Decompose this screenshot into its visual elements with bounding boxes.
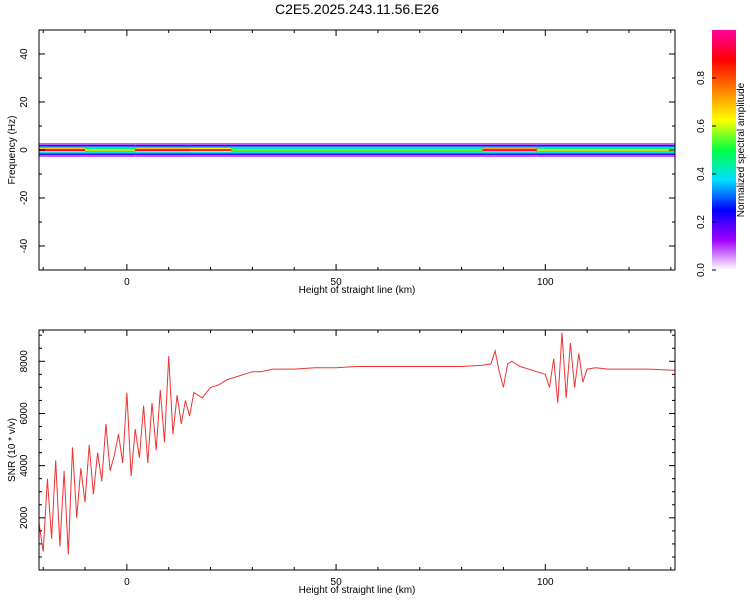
spectrogram-xtick-label: 50 bbox=[331, 277, 343, 288]
snr-x-label: Height of straight line (km) bbox=[299, 585, 416, 596]
spectrogram-ticks: 0 50 100 -40 -20 0 20 40 bbox=[19, 29, 675, 288]
colorbar-label: Normalized spectral amplitude bbox=[736, 82, 747, 217]
spectrogram-ytick-label: 0 bbox=[19, 147, 30, 153]
snr-ytick-label: 2000 bbox=[19, 506, 30, 529]
snr-ticks: 0 50 100 2000 4000 6000 8000 bbox=[19, 330, 675, 588]
spectrogram-panel: 0 50 100 -40 -20 0 20 40 Height of straight lin… bbox=[7, 29, 676, 296]
snr-xtick-label: 50 bbox=[331, 577, 343, 588]
spectrogram-ytick-label: -20 bbox=[19, 190, 30, 205]
figure-title: C2E5.2025.243.11.56.E26 bbox=[275, 1, 439, 17]
colorbar-tick-label: 0.4 bbox=[696, 167, 707, 181]
snr-ytick-label: 8000 bbox=[19, 350, 30, 373]
snr-xtick-label: 100 bbox=[537, 577, 554, 588]
spectrogram-ytick-label: 20 bbox=[19, 96, 30, 108]
snr-y-label: SNR (10 * v/v) bbox=[7, 418, 18, 482]
snr-series-line bbox=[39, 332, 675, 555]
colorbar: 0.0 0.2 0.4 0.6 0.8 Normalized spectral ampl… bbox=[696, 30, 747, 277]
snr-panel: 0 50 100 2000 4000 6000 8000 Height of straigh… bbox=[7, 329, 676, 596]
spectrogram-x-label: Height of straight line (km) bbox=[299, 285, 416, 296]
spectrogram-band bbox=[39, 143, 675, 157]
spectrogram-ytick-label: -40 bbox=[19, 238, 30, 253]
colorbar-tick-label: 0.6 bbox=[696, 119, 707, 133]
snr-frame bbox=[38, 329, 676, 571]
spectrogram-xtick-label: 100 bbox=[537, 277, 554, 288]
spectrogram-y-label: Frequency (Hz) bbox=[7, 116, 18, 185]
colorbar-tick-label: 0.2 bbox=[696, 215, 707, 229]
colorbar-ticks: 0.0 0.2 0.4 0.6 0.8 bbox=[696, 71, 716, 277]
colorbar-strip bbox=[712, 30, 736, 270]
spectrogram-ytick-label: 40 bbox=[19, 48, 30, 60]
snr-ytick-label: 4000 bbox=[19, 454, 30, 477]
spectrogram-xtick-label: 0 bbox=[124, 277, 130, 288]
snr-ytick-label: 6000 bbox=[19, 402, 30, 425]
snr-xtick-label: 0 bbox=[124, 577, 130, 588]
colorbar-tick-label: 0.0 bbox=[696, 263, 707, 277]
colorbar-tick-label: 0.8 bbox=[696, 71, 707, 85]
